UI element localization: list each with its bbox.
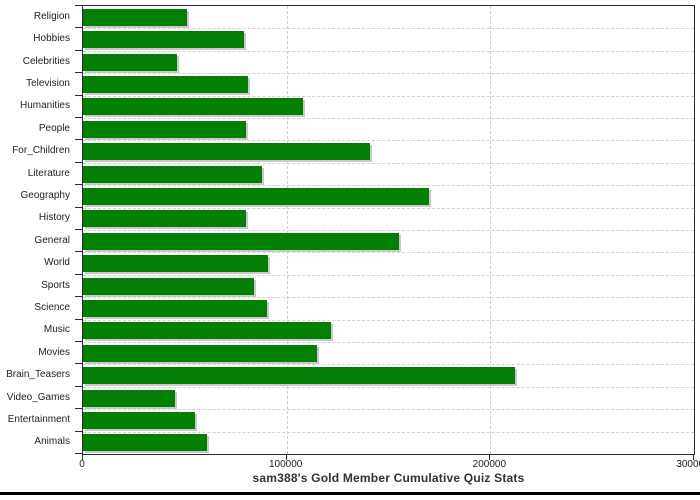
category-boundary-gridline <box>83 319 694 321</box>
category-boundary-gridline <box>83 185 694 187</box>
category-boundary-gridline <box>83 342 694 343</box>
category-boundary-gridline <box>83 386 694 388</box>
category-label: Animals <box>34 436 70 448</box>
category-label: Religion <box>33 10 70 22</box>
y-axis-tick <box>75 453 82 454</box>
category-boundary-gridline <box>83 230 694 231</box>
bar <box>83 411 196 429</box>
bar <box>83 434 208 452</box>
category-boundary-gridline <box>83 95 694 97</box>
x-axis-tick <box>285 455 287 460</box>
category-boundary-gridline <box>83 50 694 52</box>
category-label: General <box>34 234 70 246</box>
y-axis-tick <box>75 251 82 252</box>
bar <box>83 277 255 295</box>
category-label: Entertainment <box>7 413 70 425</box>
category-label: Literature <box>27 167 70 179</box>
y-axis-tick <box>75 50 82 51</box>
y-axis-tick <box>75 207 82 208</box>
category-label: Humanities <box>19 100 70 112</box>
category-boundary-gridline <box>83 252 694 254</box>
category-label: Music <box>43 324 70 336</box>
y-axis-tick <box>75 319 82 320</box>
category-boundary-gridline <box>83 207 694 209</box>
category-label: Geography <box>20 189 70 201</box>
y-axis-tick <box>75 431 82 432</box>
bar <box>83 389 175 407</box>
y-axis-tick <box>75 139 82 140</box>
x-axis-tick-label: 300000 <box>676 459 700 470</box>
bar <box>83 31 244 49</box>
category-label: Sports <box>41 279 70 291</box>
y-axis-tick <box>75 274 82 275</box>
bar <box>83 299 268 317</box>
bar <box>83 165 263 183</box>
bar <box>83 75 248 93</box>
bar <box>83 120 246 138</box>
category-label: Brain_Teasers <box>6 369 70 381</box>
bar <box>83 8 187 26</box>
category-label: People <box>38 122 70 134</box>
x-axis-tick <box>82 455 83 460</box>
y-axis-tick <box>75 229 82 230</box>
x-axis-tick <box>693 455 694 460</box>
y-axis-tick <box>75 363 82 364</box>
category-label: Celebrities <box>22 55 70 67</box>
y-axis-tick <box>75 386 82 387</box>
bar <box>83 322 332 340</box>
chart-title: sam388's Gold Member Cumulative Quiz Sta… <box>252 471 525 485</box>
category-label: Hobbies <box>33 33 70 45</box>
x-axis-tick-label: 0 <box>79 459 85 470</box>
category-boundary-gridline <box>83 162 694 164</box>
category-label: Video_Games <box>6 391 70 403</box>
y-axis-tick <box>75 117 82 118</box>
category-boundary-gridline <box>83 409 694 411</box>
y-axis-tick <box>75 5 82 6</box>
category-boundary-gridline <box>83 118 694 119</box>
bottom-border-line <box>0 492 700 495</box>
category-label: For_Children <box>12 145 70 157</box>
bar <box>83 367 515 385</box>
bar <box>83 143 371 161</box>
bar <box>83 255 269 273</box>
y-axis-tick <box>75 296 82 297</box>
y-axis-tick <box>75 408 82 409</box>
y-axis-tick <box>75 341 82 342</box>
category-label: Television <box>26 77 70 89</box>
category-boundary-gridline <box>83 28 694 30</box>
bar <box>83 210 246 228</box>
y-axis-tick <box>75 162 82 163</box>
category-boundary-gridline <box>83 297 694 299</box>
category-boundary-gridline <box>83 431 694 433</box>
category-boundary-gridline <box>83 364 694 366</box>
y-axis-tick <box>75 95 82 96</box>
bar <box>83 187 430 205</box>
category-label: Science <box>34 301 70 313</box>
x-axis-tick-label: 200000 <box>472 459 507 470</box>
category-label: World <box>44 257 70 269</box>
bar <box>83 232 399 250</box>
category-boundary-gridline <box>83 73 694 75</box>
x-axis-tick <box>489 455 491 460</box>
y-axis-tick <box>75 27 82 28</box>
y-axis-tick <box>75 72 82 73</box>
category-boundary-gridline <box>83 274 694 276</box>
y-axis-tick <box>75 184 82 185</box>
bar <box>83 53 177 71</box>
bar <box>83 98 303 116</box>
plot-area <box>82 5 695 455</box>
category-label: History <box>38 212 70 224</box>
bar <box>83 344 318 362</box>
x-axis-tick-label: 100000 <box>268 459 303 470</box>
category-label: Movies <box>38 346 70 358</box>
category-boundary-gridline <box>83 140 694 142</box>
